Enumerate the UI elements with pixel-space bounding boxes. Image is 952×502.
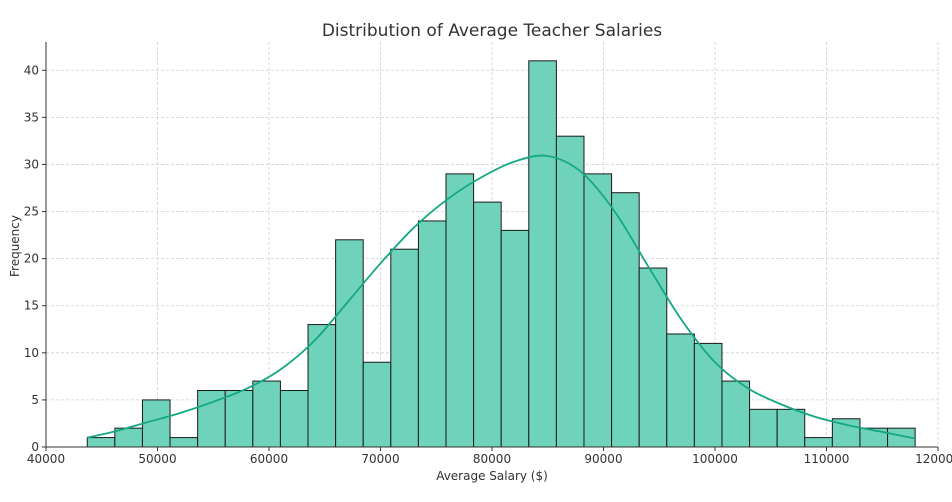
axes: 40000 50000 60000 70000 80000 90000 100000 1100…	[24, 42, 952, 466]
histogram-bar	[749, 408, 778, 448]
x-tick-label: 50000	[138, 452, 176, 466]
histogram-bar	[197, 389, 226, 448]
histogram-bar	[224, 389, 254, 448]
histogram-bar	[583, 173, 613, 448]
x-tick-label: 110000	[804, 452, 850, 466]
x-tick-label: 80000	[473, 452, 511, 466]
histogram-bar	[721, 380, 751, 448]
histogram-bar	[141, 399, 171, 448]
histogram-bar	[86, 437, 116, 448]
histogram-bar	[500, 229, 530, 448]
y-axis-label: Frequency	[8, 215, 22, 277]
histogram-bar	[555, 135, 585, 448]
x-tick-label: 70000	[361, 452, 399, 466]
histogram-bars	[86, 60, 916, 448]
histogram-bar	[473, 201, 502, 448]
histogram-bar	[252, 380, 281, 448]
histogram-bar	[335, 239, 364, 448]
x-axis-label: Average Salary ($)	[436, 469, 548, 483]
histogram-bar	[666, 333, 695, 448]
histogram-bar	[638, 267, 668, 448]
x-tick-label: 60000	[250, 452, 288, 466]
y-tick-label: 15	[24, 299, 39, 313]
y-tick-label: 40	[24, 63, 39, 77]
histogram-bar	[169, 437, 199, 448]
y-tick-label: 25	[24, 205, 39, 219]
x-tick-label: 90000	[584, 452, 622, 466]
x-tick-label: 100000	[692, 452, 738, 466]
y-tick-label: 0	[31, 440, 39, 454]
histogram-bar	[390, 248, 419, 448]
y-tick-label: 10	[24, 346, 39, 360]
histogram-bar	[776, 408, 806, 448]
histogram-bar	[804, 437, 833, 448]
chart-title: Distribution of Average Teacher Salaries	[322, 21, 662, 41]
histogram-bar	[279, 389, 309, 448]
histogram-bar	[417, 220, 447, 448]
histogram-bar	[611, 192, 640, 448]
histogram-bar	[528, 60, 557, 448]
y-tick-label: 20	[24, 252, 39, 266]
x-tick-label: 40000	[27, 452, 65, 466]
histogram-bar	[693, 342, 723, 448]
histogram-bar	[445, 173, 475, 448]
y-tick-label: 5	[31, 393, 39, 407]
kde-curve-group	[87, 154, 916, 440]
histogram-bar	[362, 361, 392, 448]
y-tick-label: 35	[24, 110, 39, 124]
kde-curve	[87, 154, 916, 440]
y-tick-label: 30	[24, 157, 39, 171]
